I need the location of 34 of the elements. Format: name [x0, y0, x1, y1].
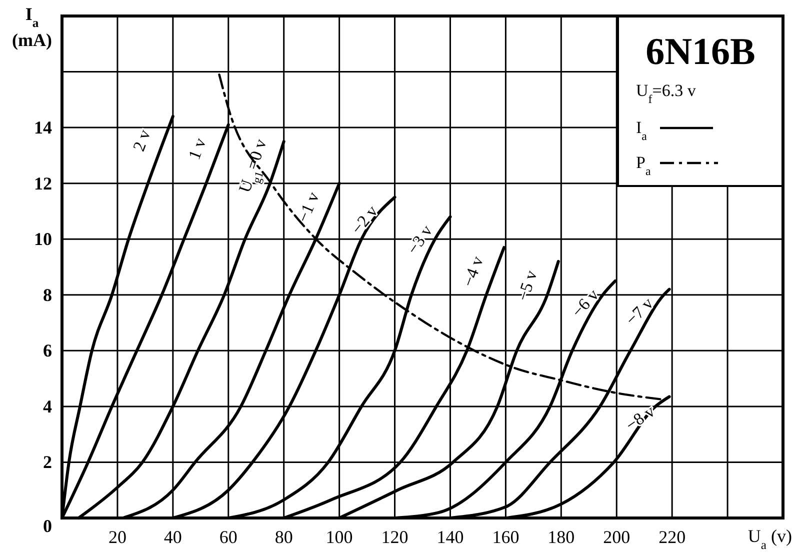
x-tick-label: 20 [108, 527, 126, 547]
y-tick-label: 8 [43, 284, 52, 305]
x-tick-label: 40 [164, 527, 182, 547]
y-tick-label: 2 [43, 452, 52, 472]
y-tick-label: 6 [43, 340, 52, 361]
text: −4 v [458, 253, 488, 290]
text: 2 v [129, 126, 155, 154]
x-tick-label: 220 [658, 527, 686, 547]
x-tick-label: 160 [492, 527, 520, 547]
y-tick-label: 14 [34, 118, 52, 138]
y-axis-title: I$_{a}$ (mA) [12, 4, 52, 50]
y-tick-label: 4 [43, 396, 52, 416]
legend-label: P$_{a}$ [636, 153, 652, 178]
x-tick-label: 80 [274, 527, 293, 547]
text: −2 v [347, 201, 382, 238]
x-tick-label: 120 [381, 527, 408, 547]
x-tick-label: 140 [436, 527, 464, 547]
x-tick-label: 200 [603, 527, 630, 547]
x-tick-label: 100 [326, 527, 353, 547]
chart-title: 6N16B [646, 31, 756, 73]
x-tick-label: 180 [548, 527, 575, 547]
text: 1 v [184, 135, 210, 162]
y-tick-label: 12 [34, 173, 52, 194]
annotation: I$_{a}$ [636, 118, 648, 143]
annotation: U$_{f}$=6.3 v [636, 81, 696, 106]
x-tick-label: 60 [219, 527, 238, 547]
y-tick-label: 10 [34, 229, 52, 250]
text: −3 v [403, 221, 437, 258]
text: −5 v [513, 268, 542, 304]
text: −1 v [293, 188, 324, 226]
text: −6 v [568, 285, 603, 322]
x-axis-title: U$_{a}$ (v) [748, 526, 792, 552]
text: −7 v [622, 293, 658, 330]
y-tick-label: 0 [43, 516, 52, 536]
